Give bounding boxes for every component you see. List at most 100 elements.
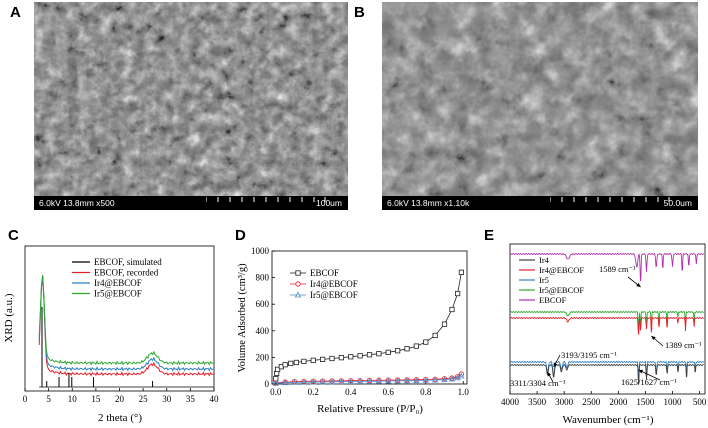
adsorption-point <box>338 378 344 384</box>
adsorption-point <box>366 352 373 358</box>
adsorption-ytick-label: 600 <box>256 299 270 309</box>
ftir-legend-label: EBCOF <box>539 295 567 305</box>
adsorption-point <box>458 371 464 377</box>
adsorption-point <box>310 378 316 384</box>
adsorption-series-ir5-ebcof <box>275 375 462 384</box>
adsorption-point <box>320 356 326 362</box>
adsorption-point <box>449 375 455 381</box>
adsorption-legend-marker <box>294 291 302 298</box>
ftir-xtick-label: 3500 <box>528 397 547 407</box>
adsorption-point <box>385 377 392 384</box>
xrd-series-ebcof-recorded <box>38 276 215 377</box>
adsorption-point <box>288 360 294 366</box>
ftir-annotation: 1625/1627 cm⁻¹ <box>621 377 677 387</box>
adsorption-point <box>458 372 465 379</box>
adsorption-point <box>348 354 354 360</box>
adsorption-point <box>291 379 298 385</box>
ftir-annotation-arrow <box>638 369 661 381</box>
adsorption-point <box>278 364 284 370</box>
adsorption-point <box>458 269 464 275</box>
adsorption-point <box>431 376 439 383</box>
xrd-legend-label: Ir4@EBCOF <box>94 278 142 288</box>
ftir-annotation-arrowhead <box>638 369 644 374</box>
ftir-annotation-arrowhead <box>651 336 656 341</box>
adsorption-point <box>310 357 316 363</box>
ftir-annotation: 1389 cm⁻¹ <box>665 340 702 350</box>
sem-texture-b <box>382 2 698 196</box>
adsorption-point <box>301 358 307 364</box>
adsorption-point <box>455 290 461 297</box>
adsorption-ytick-label: 200 <box>256 352 270 362</box>
adsorption-point <box>338 378 345 385</box>
adsorption-point <box>310 378 317 385</box>
adsorption-point <box>413 343 419 349</box>
ftir-annotation-arrow <box>553 354 561 368</box>
adsorption-point <box>454 374 461 381</box>
adsorption-series-ebcof <box>275 272 462 379</box>
adsorption-point <box>423 339 429 345</box>
panel-letter-e: E <box>484 227 495 244</box>
panel-letter-d: D <box>235 227 246 244</box>
sem-info-bar-a: 6.0kV 13.8mm x500 100um <box>34 196 348 210</box>
adsorption-xtick-label: 1.0 <box>458 387 470 397</box>
ftir-annotation-arrow <box>547 371 554 383</box>
adsorption-point <box>293 359 299 366</box>
adsorption-point <box>403 377 411 384</box>
adsorption-point <box>275 366 281 372</box>
panel-letter-a: A <box>10 4 21 21</box>
xrd-ylabel: XRD (a.u.) <box>3 293 15 343</box>
xrd-plot-frame <box>24 245 215 392</box>
adsorption-point <box>395 377 401 383</box>
sem-scale-label-a: 100um <box>316 198 342 208</box>
ftir-xtick-label: 3000 <box>555 397 574 407</box>
adsorption-point <box>347 378 354 385</box>
adsorption-series-ir4-ebcof <box>275 373 462 384</box>
xrd-xtick-label: 20 <box>115 394 125 404</box>
xrd-xtick-label: 5 <box>46 394 51 404</box>
ftir-xtick-label: 2000 <box>609 397 628 407</box>
adsorption-point <box>441 376 448 382</box>
adsorption-point <box>319 378 326 385</box>
adsorption-point <box>441 321 448 327</box>
xrd-legend-label: Ir5@EBCOF <box>94 289 142 299</box>
xrd-xtick-label: 40 <box>210 394 220 404</box>
xrd-xtick-label: 30 <box>162 394 172 404</box>
xrd-series-ir5-ebcof <box>38 274 215 366</box>
xrd-xlabel: 2 theta (°) <box>98 412 142 424</box>
panel-letter-c: C <box>8 227 19 244</box>
adsorption-ylabel: Volume Adsorbed (cm³/g) <box>237 263 248 373</box>
adsorption-point <box>448 375 456 382</box>
adsorption-point <box>376 351 382 357</box>
adsorption-ytick-label: 1000 <box>251 246 270 256</box>
sem-info-bar-b: 6.0kV 13.8mm x1.10k 50.0um <box>382 196 698 210</box>
adsorption-xtick-label: 0.0 <box>270 387 282 397</box>
adsorption-xtick-label: 0.4 <box>345 387 357 397</box>
adsorption-point <box>441 376 448 383</box>
ftir-annotation-arrowhead <box>547 372 552 377</box>
ftir-xtick-label: 1000 <box>664 397 683 407</box>
adsorption-point <box>394 377 401 384</box>
adsorption-legend-label: Ir4@EBCOF <box>310 279 358 289</box>
sem-scale-ticks-a <box>206 197 326 202</box>
adsorption-point <box>385 349 391 355</box>
adsorption-point <box>272 380 279 386</box>
adsorption-point <box>320 378 326 384</box>
ftir-annotation: 3193/3195 cm⁻¹ <box>561 350 617 360</box>
ftir-series-ir4-ebcof <box>509 316 704 335</box>
adsorption-ytick-label: 400 <box>256 326 270 336</box>
adsorption-point <box>423 376 429 383</box>
adsorption-point <box>413 377 419 383</box>
ftir-xtick-label: 500 <box>693 397 707 407</box>
ftir-legend-label: Ir4 <box>539 255 550 265</box>
adsorption-point <box>329 355 335 362</box>
ftir-series-ir4 <box>509 363 704 385</box>
adsorption-ytick-label: 800 <box>256 273 270 283</box>
xrd-series-ir4-ebcof <box>38 276 215 372</box>
adsorption-point <box>300 378 308 385</box>
adsorption-point <box>348 378 354 384</box>
sem-image-b: 6.0kV 13.8mm x1.10k 50.0um <box>382 2 698 210</box>
adsorption-legend-label: EBCOF <box>310 268 339 278</box>
xrd-xtick-label: 15 <box>91 394 101 404</box>
adsorption-xtick-label: 0.2 <box>308 387 319 397</box>
adsorption-point <box>273 380 279 386</box>
